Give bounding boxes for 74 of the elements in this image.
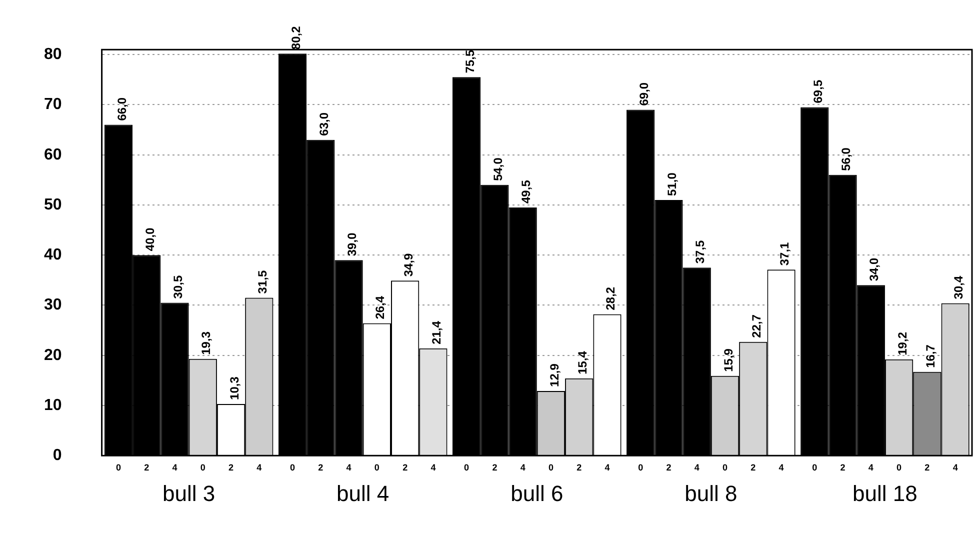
- text: 0: [464, 462, 470, 473]
- text: 2: [492, 462, 498, 473]
- y-tick-label: 80: [44, 46, 62, 64]
- series-label: 4: [172, 462, 178, 473]
- x-tick-label: bull 4: [336, 480, 390, 506]
- data-label: 54,0: [491, 157, 506, 181]
- text: 4: [520, 462, 526, 473]
- text: 4: [952, 462, 958, 473]
- data-label: 66,0: [114, 97, 129, 121]
- data-label: 69,0: [636, 82, 651, 106]
- x-tick-label: bull 18: [852, 480, 918, 506]
- data-label: 22,7: [749, 314, 764, 338]
- series-label: 2: [228, 462, 234, 473]
- text: 0: [548, 462, 554, 473]
- y-tick-label: 10: [44, 396, 62, 414]
- data-label: 10,3: [227, 376, 242, 400]
- text: 4: [778, 462, 784, 473]
- text: 4: [430, 462, 436, 473]
- text: 0: [374, 462, 380, 473]
- text: 4: [346, 462, 352, 473]
- data-label: 34,9: [401, 252, 416, 277]
- data-label: 30,5: [171, 275, 186, 299]
- text: 0: [812, 462, 818, 473]
- data-label: 34,0: [867, 258, 882, 282]
- y-tick-label: 0: [52, 447, 62, 464]
- data-label: 15,9: [721, 348, 736, 372]
- x-tick-label: bull 6: [510, 480, 564, 506]
- text: 2: [402, 462, 408, 473]
- data-label: 69,5: [810, 80, 825, 104]
- y-tick-label: 40: [44, 246, 62, 264]
- data-label: 51,0: [665, 172, 680, 196]
- text: 2: [840, 462, 846, 473]
- series-label: 4: [256, 462, 262, 473]
- series-label: 2: [144, 462, 150, 473]
- text: 0: [896, 462, 902, 473]
- data-label: 26,4: [373, 296, 388, 320]
- text: 0: [290, 462, 296, 473]
- data-label: 21,4: [430, 320, 444, 344]
- y-tick-label: 30: [44, 296, 62, 314]
- y-tick-label: 70: [44, 96, 62, 114]
- text: 2: [750, 462, 756, 473]
- x-tick-label: bull 8: [684, 480, 738, 506]
- data-label: 19,2: [895, 332, 910, 356]
- data-label: 37,1: [778, 242, 792, 266]
- text: 4: [604, 462, 610, 473]
- data-label: 63,0: [316, 112, 331, 136]
- series-label: 0: [116, 462, 121, 473]
- data-label: 12,9: [547, 363, 562, 387]
- text: 0: [638, 462, 644, 473]
- series-label: 0: [200, 462, 206, 473]
- x-tick-label: bull 3: [162, 480, 216, 506]
- y-tick-label: 20: [44, 346, 62, 364]
- data-label: 19,3: [199, 331, 214, 355]
- y-tick-label: 50: [44, 196, 62, 214]
- data-label: 80,2: [288, 26, 303, 50]
- data-label: 30,4: [952, 276, 966, 300]
- data-label: 75,5: [462, 49, 477, 74]
- data-label: 40,0: [142, 227, 157, 252]
- data-label: 31,5: [255, 270, 270, 294]
- data-label: 37,5: [693, 240, 708, 264]
- text: 4: [868, 462, 874, 473]
- data-label: 16,7: [923, 344, 938, 368]
- text: 2: [666, 462, 672, 473]
- y-tick-label: 60: [44, 146, 62, 164]
- text: 2: [576, 462, 582, 473]
- text: 2: [924, 462, 930, 473]
- data-label: 28,2: [604, 286, 618, 310]
- data-label: 15,4: [575, 350, 590, 374]
- text: 0: [722, 462, 728, 473]
- text: 2: [318, 462, 324, 473]
- text: 4: [694, 462, 700, 473]
- data-label: 39,0: [345, 232, 360, 256]
- data-label: 56,0: [839, 147, 854, 171]
- data-label: 49,5: [519, 180, 534, 204]
